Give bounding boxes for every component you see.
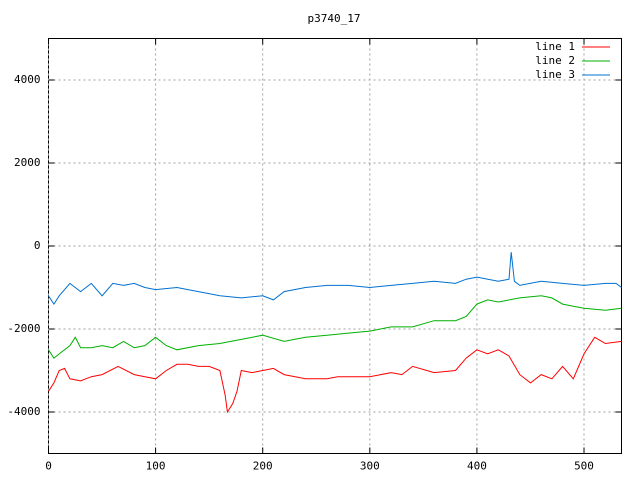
series-line [48, 252, 622, 306]
x-tick-label: 100 [146, 460, 166, 473]
x-tick-label: 0 [45, 460, 52, 473]
legend-label: line 1 [535, 40, 575, 53]
y-tick-label: 4000 [14, 73, 41, 86]
y-tick-label: 0 [34, 239, 41, 252]
y-tick-label: 2000 [14, 156, 41, 169]
series-line [48, 295, 622, 359]
chart-title: p3740_17 [308, 12, 361, 25]
x-tick-label: 500 [574, 460, 594, 473]
legend-label: line 2 [535, 54, 575, 67]
x-tick-label: 300 [360, 460, 380, 473]
x-tick-label: 200 [253, 460, 273, 473]
x-tick-label: 400 [467, 460, 487, 473]
y-tick-label: -4000 [7, 405, 40, 418]
y-tick-label: -2000 [7, 322, 40, 335]
series-line [48, 336, 622, 414]
legend-label: line 3 [535, 68, 575, 81]
